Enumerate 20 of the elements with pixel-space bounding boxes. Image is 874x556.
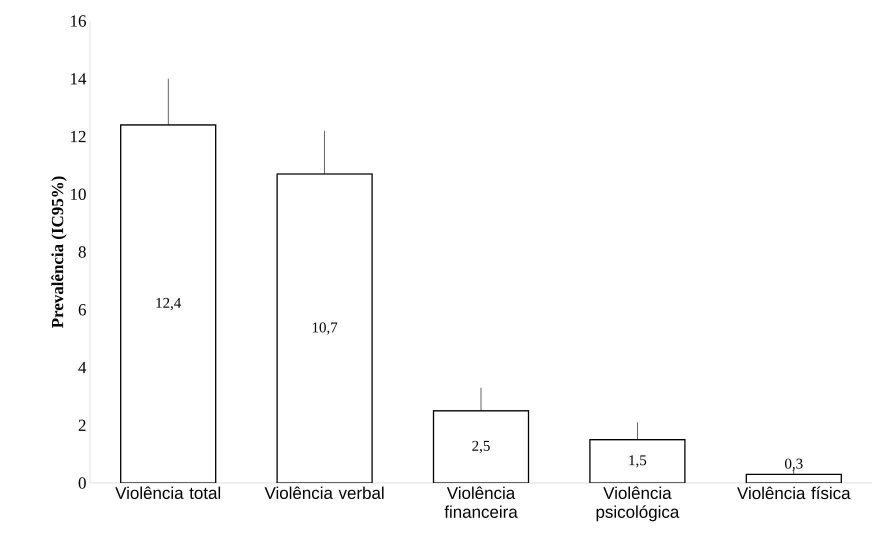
data-label: 2,5 [472, 440, 490, 453]
y-tick-label: 14 [71, 73, 86, 84]
y-tick-label: 10 [71, 188, 86, 200]
data-label: 10,7 [312, 322, 338, 335]
y-tick-label: 6 [78, 304, 86, 316]
data-label: 0,3 [785, 458, 803, 471]
y-tick-label: 16 [71, 15, 86, 27]
x-tick-label: Violência verbal [264, 486, 384, 500]
x-tick-label: Violência financeira [444, 486, 518, 518]
y-tick-label: 8 [78, 246, 86, 258]
y-tick-label: 4 [78, 362, 86, 374]
y-tick-label: 2 [78, 420, 86, 431]
y-axis-title: Prevalência (IC95%) [51, 176, 67, 328]
x-tick-label: Violência física [737, 486, 851, 500]
data-label: 12,4 [156, 298, 182, 310]
x-tick-label: Violência total [115, 486, 220, 500]
y-tick-label: 0 [78, 477, 86, 489]
y-tick-label: 12 [71, 130, 86, 142]
data-label: 1,5 [629, 455, 646, 468]
x-tick-label: Violência psicológica [596, 486, 680, 522]
